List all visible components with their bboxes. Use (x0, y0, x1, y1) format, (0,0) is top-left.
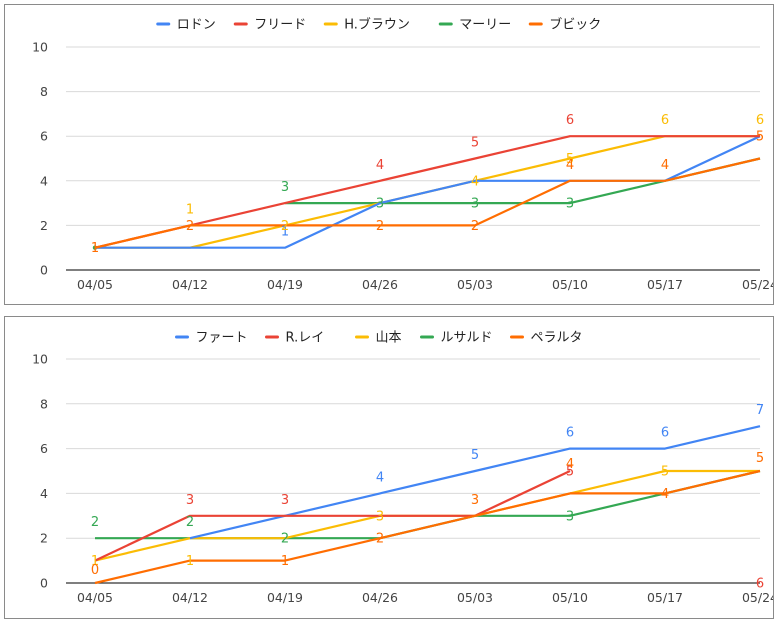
y-tick-label: 6 (40, 441, 48, 456)
data-label: 1 (186, 202, 194, 217)
data-label: 0 (91, 563, 99, 578)
data-label: 2 (376, 219, 384, 234)
legend-label[interactable]: ブビック (549, 17, 601, 33)
data-label: 2 (186, 515, 194, 530)
x-tick-label: 05/10 (552, 590, 588, 605)
data-label: 6 (661, 426, 669, 441)
data-label: 1 (281, 225, 289, 240)
legend-label[interactable]: R.レイ (286, 331, 325, 346)
x-tick-label: 04/12 (172, 277, 208, 292)
y-tick-label: 8 (40, 84, 48, 99)
data-label: 6 (756, 113, 764, 128)
legend-label[interactable]: ペラルタ (531, 331, 583, 346)
data-label: 1 (281, 554, 289, 569)
x-tick-label: 05/24 (742, 277, 773, 292)
x-tick-label: 05/24 (742, 590, 773, 605)
data-label: 5 (661, 465, 669, 480)
y-tick-label: 10 (32, 352, 48, 367)
data-label: 1 (91, 241, 99, 256)
x-tick-label: 04/05 (77, 590, 113, 605)
x-tick-label: 05/10 (552, 277, 588, 292)
chart-panel-top: 0 2 4 6 8 10 04/05 04/12 04/19 04/26 05/03 05/10 05/… (4, 4, 774, 305)
data-label: 4 (471, 174, 479, 189)
chart-panel-bottom: 0 2 4 6 8 10 04/05 04/12 04/19 04/26 05/03 05/10 05/… (4, 316, 774, 619)
x-tick-label: 05/03 (457, 590, 493, 605)
data-label: 2 (376, 532, 384, 547)
data-label: 6 (566, 113, 574, 128)
legend-label[interactable]: 山本 (376, 331, 402, 346)
x-tick-label: 04/26 (362, 590, 398, 605)
y-tick-label: 2 (40, 531, 48, 546)
data-label: 2 (281, 219, 289, 234)
data-label: 5 (566, 152, 574, 167)
data-label: 2 (471, 219, 479, 234)
y-tick-label: 4 (40, 486, 48, 501)
data-label: 3 (186, 493, 194, 508)
data-label: 7 (756, 403, 764, 418)
data-label: 4 (566, 158, 574, 173)
x-tick-label: 05/17 (647, 277, 683, 292)
x-tick-label: 04/05 (77, 277, 113, 292)
y-tick-label: 2 (40, 218, 48, 233)
series-line-R.レイ (94, 470, 571, 562)
data-label: 4 (376, 158, 384, 173)
y-tick-label: 8 (40, 396, 48, 411)
series-line-ファート (189, 425, 761, 540)
data-label: 5 (471, 448, 479, 463)
line-chart-top: 0 2 4 6 8 10 04/05 04/12 04/19 04/26 05/03 05/10 05/… (32, 17, 773, 293)
data-label: 1 (91, 554, 99, 569)
data-label: 3 (566, 197, 574, 212)
data-label: 3 (471, 493, 479, 508)
x-tick-label: 04/26 (362, 277, 398, 292)
data-label: 5 (756, 130, 764, 145)
y-tick-label: 6 (40, 129, 48, 144)
legend-label[interactable]: ルサルド (441, 331, 493, 346)
data-label: 6 (566, 426, 574, 441)
data-label: 4 (661, 158, 669, 173)
series-line-ブビック (94, 157, 761, 249)
legend-label[interactable]: H.ブラウン (344, 17, 410, 33)
data-label: 4 (376, 470, 384, 485)
data-label: 5 (756, 451, 764, 466)
y-tick-label: 0 (40, 576, 48, 591)
y-tick-label: 10 (32, 40, 48, 55)
data-label: 6 (661, 113, 669, 128)
x-tick-label: 04/19 (267, 590, 303, 605)
data-label: 4 (566, 457, 574, 472)
legend-label[interactable]: ファート (196, 331, 248, 346)
legend-label[interactable]: マーリー (459, 18, 511, 33)
legend-label[interactable]: ロドン (177, 18, 216, 33)
series-line-ペラルタ (94, 469, 761, 585)
data-label: 2 (186, 219, 194, 234)
data-label: 3 (376, 509, 384, 524)
x-tick-label: 05/17 (647, 590, 683, 605)
data-label: 3 (566, 509, 574, 524)
data-label: 5 (471, 136, 479, 151)
x-tick-label: 05/03 (457, 277, 493, 292)
data-label: 2 (281, 532, 289, 547)
data-label: 3 (281, 493, 289, 508)
series-line-ロドン (95, 135, 761, 249)
data-label: 6 (756, 577, 764, 592)
data-label: 2 (91, 515, 99, 530)
series-line-フリード (94, 135, 760, 249)
data-label: 1 (186, 554, 194, 569)
x-tick-label: 04/19 (267, 277, 303, 292)
legend-label[interactable]: フリード (254, 18, 306, 33)
x-tick-label: 04/12 (172, 590, 208, 605)
data-label: 3 (376, 197, 384, 212)
y-tick-label: 4 (40, 173, 48, 188)
data-label: 3 (281, 180, 289, 195)
data-label: 3 (471, 197, 479, 212)
data-label: 5 (566, 465, 574, 480)
data-label: 4 (661, 487, 669, 502)
y-tick-label: 0 (40, 263, 48, 278)
